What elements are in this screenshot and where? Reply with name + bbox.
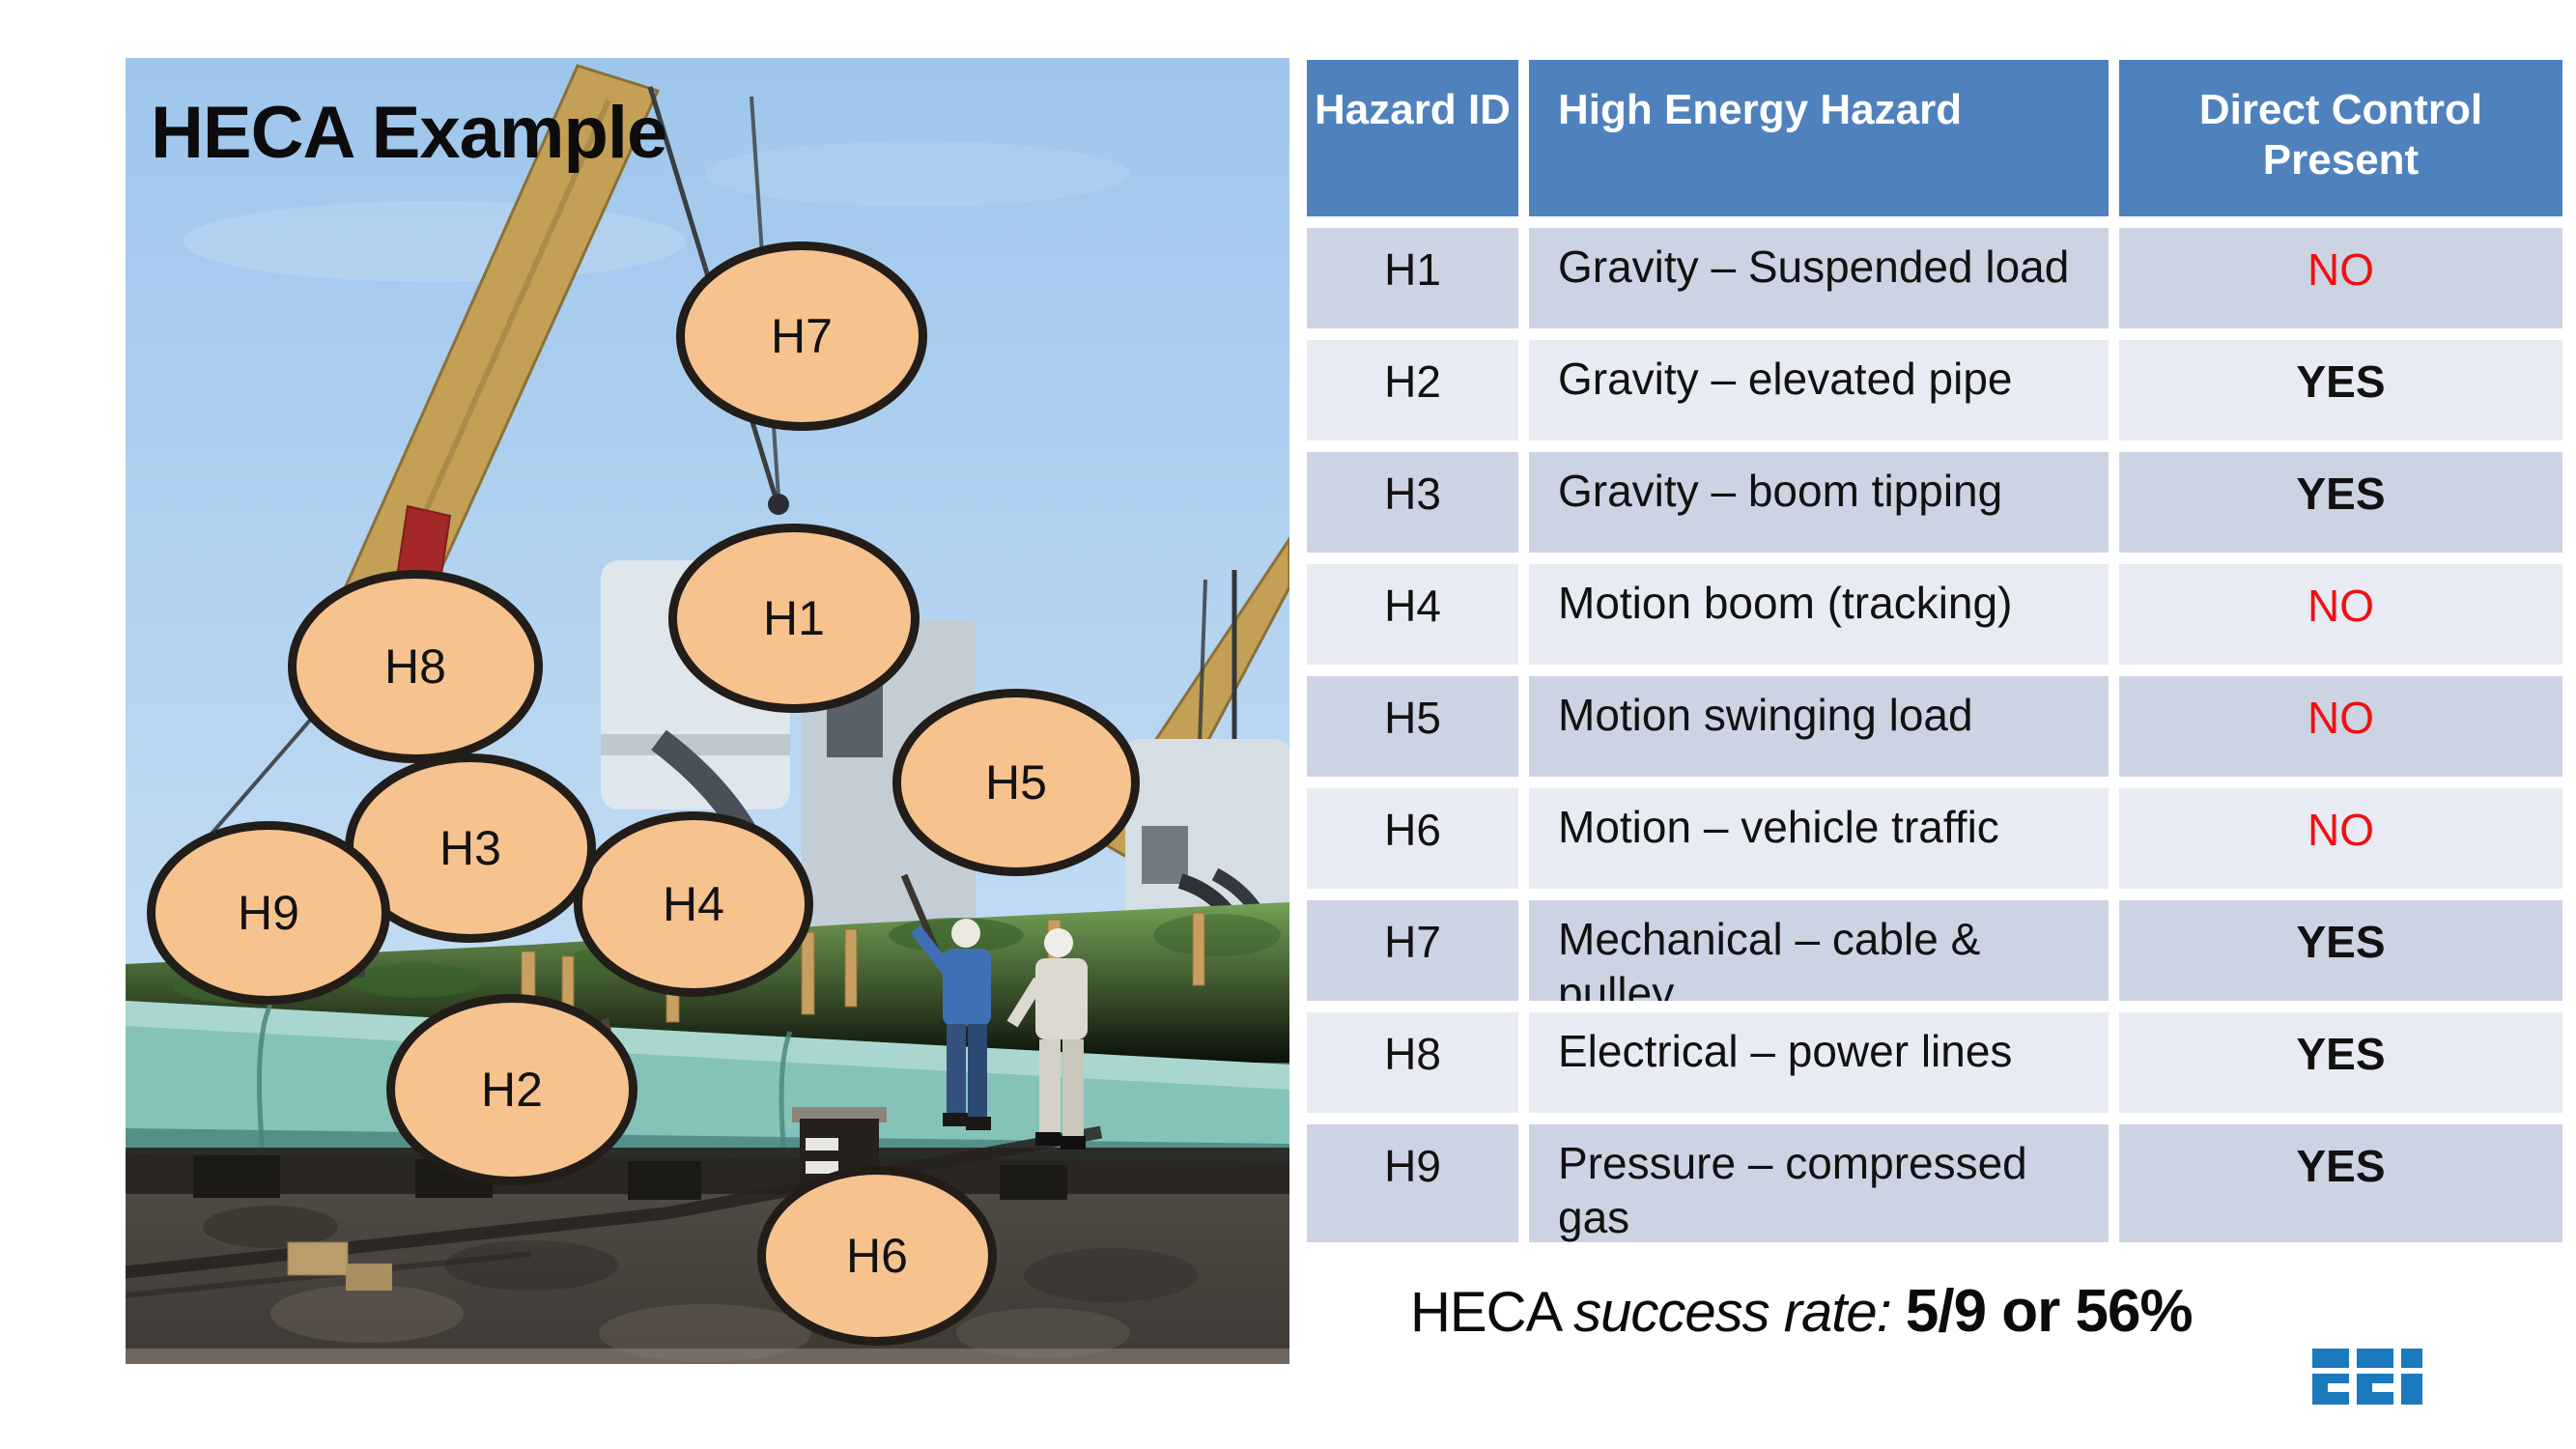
dirt-patch (1024, 1248, 1198, 1302)
dirt-patch (599, 1304, 811, 1362)
table-header-high-energy-hazard: High Energy Hazard (1529, 60, 2109, 216)
hazard-desc-cell: Electrical – power lines (1529, 1012, 2109, 1113)
hazard-marker-h2: H2 (386, 994, 637, 1185)
pipe-seam (778, 1031, 793, 1158)
dirt-patch (956, 1308, 1130, 1358)
hazard-id-cell: H3 (1307, 452, 1518, 553)
hazard-marker-h5: H5 (892, 689, 1140, 876)
hazard-desc-cell: Mechanical – cable & pulley (1529, 900, 2109, 1001)
hazard-marker-h1: H1 (668, 524, 920, 713)
skid (1000, 1165, 1067, 1200)
hazard-desc-cell: Motion boom (tracking) (1529, 564, 2109, 665)
eei-logo (2312, 1349, 2428, 1405)
hazard-id-cell: H7 (1307, 900, 1518, 1001)
hazard-id-cell: H1 (1307, 228, 1518, 328)
control-cell: NO (2119, 676, 2562, 777)
pipe-underside (126, 1148, 1289, 1200)
worker-blue (900, 873, 991, 1130)
skid (628, 1161, 701, 1200)
pipe-seam (256, 1003, 273, 1152)
worker-gray (1006, 928, 1088, 1150)
hazard-marker-h8: H8 (288, 570, 543, 763)
hazard-desc-cell: Pressure – compressed gas (1529, 1124, 2109, 1242)
fence-post (1192, 912, 1205, 986)
control-cell: YES (2119, 452, 2562, 553)
hazard-desc-cell: Motion – vehicle traffic (1529, 788, 2109, 889)
photo-title: HECA Example (151, 92, 667, 174)
hazard-id-cell: H8 (1307, 1012, 1518, 1113)
hazard-desc-cell: Motion swinging load (1529, 676, 2109, 777)
machine-window (1142, 826, 1188, 884)
hazard-desc-cell: Gravity – Suspended load (1529, 228, 2109, 328)
hazard-id-cell: H9 (1307, 1124, 1518, 1242)
hazard-desc-cell: Gravity – boom tipping (1529, 452, 2109, 553)
hazard-id-cell: H4 (1307, 564, 1518, 665)
success-rate-value: 5/9 or 56% (1905, 1278, 2194, 1345)
hazard-id-cell: H6 (1307, 788, 1518, 889)
control-cell: YES (2119, 900, 2562, 1001)
table-header-direct-control: Direct Control Present (2119, 60, 2562, 216)
success-rate: HECA success rate: 5/9 or 56% (1410, 1277, 2194, 1346)
debris-block (346, 1264, 392, 1291)
ground-edge (126, 1349, 1289, 1364)
hook (768, 494, 789, 515)
hazard-table: Hazard ID High Energy Hazard Direct Cont… (1307, 60, 2562, 1242)
fence-post (844, 928, 858, 1008)
eei-logo-stripe (2312, 1368, 2428, 1374)
fence-post (801, 931, 815, 1015)
control-cell: NO (2119, 228, 2562, 328)
control-cell: YES (2119, 340, 2562, 440)
skid (193, 1155, 280, 1198)
site-photo: H1 H2 H3 H4 H5 H6 H7 H8 H9 HECA Example (126, 58, 1289, 1364)
control-cell: YES (2119, 1124, 2562, 1242)
hazard-marker-h9: H9 (147, 821, 390, 1005)
table-header-hazard-id: Hazard ID (1307, 60, 1518, 216)
hazard-marker-h4: H4 (574, 811, 813, 997)
dirt-patch (270, 1285, 464, 1343)
eei-letter-e (2357, 1349, 2393, 1405)
hazard-marker-h7: H7 (676, 242, 927, 431)
hazard-markers: H1 H2 H3 H4 H5 H6 H7 H8 H9 (126, 58, 1289, 1364)
eei-letter-e (2312, 1349, 2349, 1405)
control-cell: YES (2119, 1012, 2562, 1113)
success-rate-prefix: HECA (1410, 1281, 1574, 1344)
dirt-patch (444, 1240, 618, 1291)
hazard-desc-cell: Gravity – elevated pipe (1529, 340, 2109, 440)
debris-block (287, 1241, 349, 1276)
hazard-id-cell: H5 (1307, 676, 1518, 777)
success-rate-label: success rate: (1573, 1281, 1906, 1344)
pipe-ground-shadow (126, 1148, 1289, 1194)
cloud (705, 141, 1130, 207)
pipe-highlight (126, 1001, 1289, 1090)
eei-letter-i (2401, 1349, 2422, 1405)
control-cell: NO (2119, 788, 2562, 889)
grass-clump (348, 963, 483, 998)
control-cell: NO (2119, 564, 2562, 665)
hazard-id-cell: H2 (1307, 340, 1518, 440)
dirt-patch (203, 1206, 338, 1248)
hazard-marker-h6: H6 (757, 1166, 997, 1346)
bush (1153, 914, 1281, 956)
machine-stripe (601, 734, 790, 755)
